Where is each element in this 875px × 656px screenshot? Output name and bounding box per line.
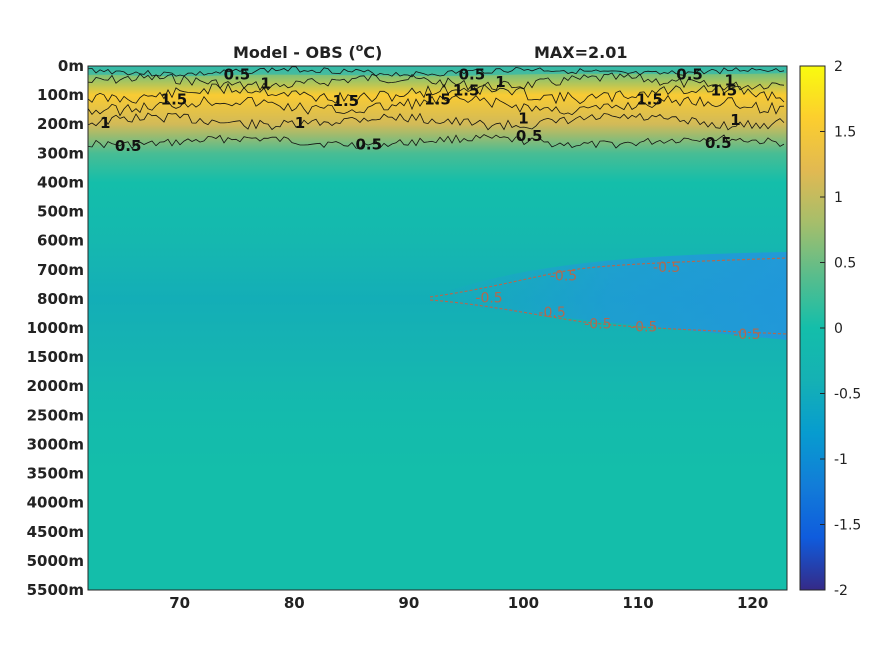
contour-label-positive: 0.5 bbox=[676, 66, 703, 84]
contour-label-positive: 0.5 bbox=[115, 137, 142, 155]
contour-label-negative: -0.5 bbox=[584, 317, 611, 333]
y-tick-label: 800m bbox=[37, 290, 84, 308]
contour-label-positive: 0.5 bbox=[516, 127, 543, 145]
negative-contours bbox=[429, 257, 787, 335]
contour-labels: 0.5 11.5 1.5 1.50.5 11.5 1.50.5 11.51 1 1 10.5 0.5… bbox=[100, 66, 761, 343]
y-tick-label: 5500m bbox=[27, 581, 84, 599]
contour-label-positive: 1 bbox=[518, 109, 528, 127]
colorbar-tick-label: -0.5 bbox=[834, 387, 861, 403]
x-tick-label: 100 bbox=[508, 594, 539, 612]
y-tick-label: 2500m bbox=[27, 406, 84, 424]
contour-label-positive: 1.5 bbox=[424, 90, 451, 108]
x-axis-labels: 70 80 90 100 110 120 bbox=[169, 594, 768, 612]
colorbar-tick-label: 2 bbox=[834, 59, 843, 75]
colorbar-tick-label: 0.5 bbox=[834, 256, 856, 272]
x-tick-label: 110 bbox=[622, 594, 653, 612]
y-tick-label: 3500m bbox=[27, 465, 84, 483]
positive-contours bbox=[88, 66, 785, 149]
contour-line-positive bbox=[88, 82, 785, 105]
y-tick-label: 1000m bbox=[27, 319, 84, 337]
contour-label-positive: 1 bbox=[730, 111, 740, 129]
colorbar-tick-label: -1.5 bbox=[834, 518, 861, 534]
colorbar-tick-label: -2 bbox=[834, 583, 848, 599]
contour-line-positive bbox=[88, 72, 785, 92]
colorbar-tick-label: -1 bbox=[834, 452, 848, 468]
contour-label-negative: -0.5 bbox=[550, 269, 577, 285]
contour-line-positive bbox=[88, 94, 785, 117]
contour-label-positive: 1 bbox=[495, 73, 505, 91]
contour-label-positive: 1 bbox=[724, 72, 734, 90]
chart-title-max: MAX=2.01 bbox=[534, 43, 628, 62]
colorbar-ticks: 2 1.5 1 0.5 0 -0.5 -1 -1.5 -2 bbox=[820, 59, 861, 599]
y-tick-label: 4500m bbox=[27, 523, 84, 541]
y-tick-label: 3000m bbox=[27, 435, 84, 453]
contour-line-negative bbox=[429, 299, 787, 335]
colorbar-tick-label: 0 bbox=[834, 321, 843, 337]
contour-label-positive: 1.5 bbox=[453, 82, 480, 100]
contour-line-positive bbox=[88, 112, 785, 131]
y-tick-label: 200m bbox=[37, 115, 84, 133]
contour-label-positive: 1.5 bbox=[636, 90, 663, 108]
y-tick-label: 100m bbox=[37, 86, 84, 104]
heatmap-plot-area bbox=[88, 66, 787, 590]
y-tick-label: 400m bbox=[37, 173, 84, 191]
contour-line-negative bbox=[429, 257, 787, 298]
y-tick-label: 2000m bbox=[27, 377, 84, 395]
contour-label-positive: 1 bbox=[260, 74, 270, 92]
colorbar-tick-label: 1 bbox=[834, 190, 843, 206]
contour-label-positive: 1 bbox=[295, 114, 305, 132]
y-tick-label: 5000m bbox=[27, 552, 84, 570]
y-tick-label: 700m bbox=[37, 261, 84, 279]
contour-line-positive bbox=[88, 134, 785, 149]
x-tick-label: 80 bbox=[284, 594, 305, 612]
negative-anomaly-lobe bbox=[430, 252, 787, 340]
contour-line-positive bbox=[88, 66, 785, 78]
y-axis-depth-labels: 0m 100m 200m 300m 400m 500m 600m 700m 800m 1000m 1… bbox=[27, 57, 84, 599]
y-tick-label: 600m bbox=[37, 232, 84, 250]
y-tick-label: 500m bbox=[37, 203, 84, 221]
contour-label-positive: 0.5 bbox=[355, 136, 382, 154]
contour-label-positive: 1 bbox=[100, 114, 110, 132]
contour-label-negative: -0.5 bbox=[475, 290, 502, 306]
colorbar-tick-label: 1.5 bbox=[834, 125, 856, 141]
contour-label-negative: -0.5 bbox=[538, 305, 565, 321]
x-tick-label: 90 bbox=[398, 594, 419, 612]
contour-label-positive: 0.5 bbox=[224, 66, 251, 84]
contour-label-negative: -0.5 bbox=[733, 327, 760, 343]
y-tick-label: 1500m bbox=[27, 348, 84, 366]
plot-frame bbox=[87, 65, 788, 591]
contour-label-negative: -0.5 bbox=[653, 260, 680, 276]
y-tick-label: 0m bbox=[58, 57, 84, 75]
y-tick-label: 300m bbox=[37, 144, 84, 162]
contour-label-positive: 1.5 bbox=[711, 82, 738, 100]
contour-label-positive: 1.5 bbox=[333, 92, 360, 110]
chart-title-left: Model - OBS (oC) bbox=[233, 41, 382, 62]
x-tick-label: 70 bbox=[169, 594, 190, 612]
contour-label-positive: 0.5 bbox=[459, 66, 486, 84]
contour-label-positive: 1.5 bbox=[161, 90, 188, 108]
y-tick-label: 4000m bbox=[27, 494, 84, 512]
contour-label-positive: 0.5 bbox=[705, 134, 732, 152]
x-tick-label: 120 bbox=[737, 594, 768, 612]
contour-label-negative: -0.5 bbox=[630, 320, 657, 336]
